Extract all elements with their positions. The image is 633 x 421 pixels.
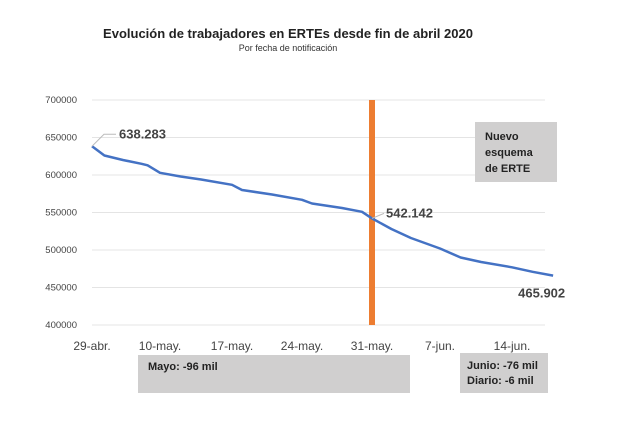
x-tick-label: 31-may. xyxy=(351,339,393,353)
nuevo-esquema-box xyxy=(475,122,557,182)
series-line xyxy=(91,145,554,277)
data-label-first: 638.283 xyxy=(119,126,166,141)
y-tick-label: 400000 xyxy=(45,320,77,331)
data-label-last: 465.902 xyxy=(518,286,565,301)
y-tick-label: 550000 xyxy=(45,208,77,219)
x-tick-label: 29-abr. xyxy=(73,339,110,353)
data-label-mid: 542.142 xyxy=(386,205,433,220)
x-tick-label: 7-jun. xyxy=(425,339,455,353)
x-tick-label: 14-jun. xyxy=(494,339,531,353)
mayo-box xyxy=(138,355,410,393)
nuevo-esquema-text: Nuevo xyxy=(485,131,519,143)
chart-subtitle: Por fecha de notificación xyxy=(239,43,338,53)
y-tick-label: 700000 xyxy=(45,95,77,106)
leader-line xyxy=(91,133,116,147)
junio-text: Diario: -6 mil xyxy=(467,375,534,387)
new-scheme-marker-line xyxy=(369,100,375,325)
junio-text: Junio: -76 mil xyxy=(467,360,538,372)
leader-line xyxy=(371,212,385,219)
y-tick-label: 650000 xyxy=(45,133,77,144)
y-tick-label: 600000 xyxy=(45,170,77,181)
mayo-text: Mayo: -96 mil xyxy=(148,361,218,373)
x-tick-label: 24-may. xyxy=(281,339,323,353)
chart-title: Evolución de trabajadores en ERTEs desde… xyxy=(103,26,473,41)
y-tick-label: 450000 xyxy=(45,283,77,294)
y-tick-label: 500000 xyxy=(45,245,77,256)
nuevo-esquema-text: de ERTE xyxy=(485,163,530,175)
nuevo-esquema-text: esquema xyxy=(485,147,534,159)
junio-box xyxy=(460,353,548,393)
x-tick-label: 10-may. xyxy=(139,339,181,353)
x-tick-label: 17-may. xyxy=(211,339,253,353)
